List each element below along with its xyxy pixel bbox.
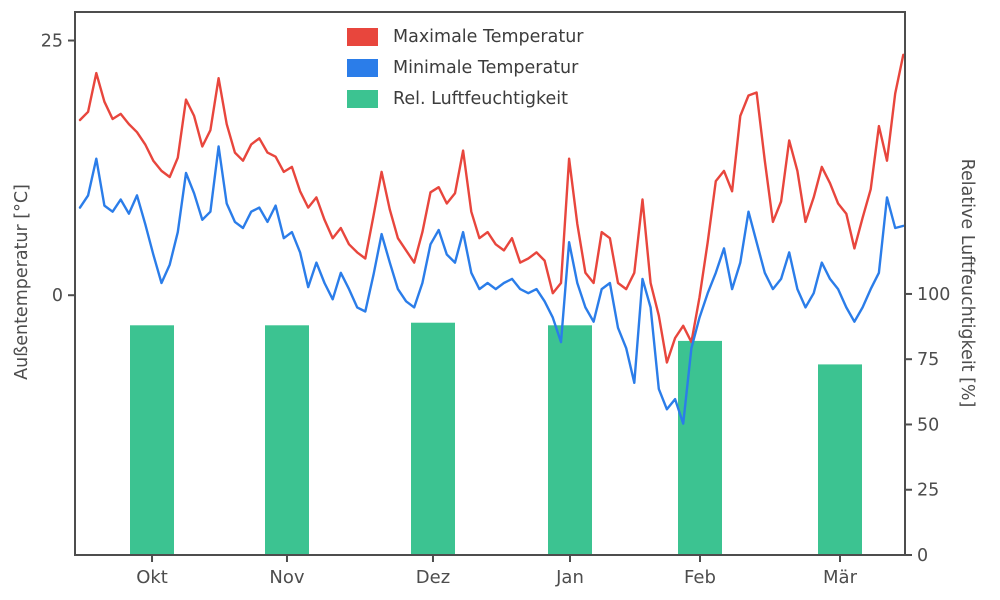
- max-temp-line: [78, 53, 905, 364]
- legend: Maximale Temperatur Minimale Temperatur …: [337, 22, 594, 114]
- x-tick-label: Dez: [416, 567, 450, 588]
- left-tick-label: 25: [41, 32, 63, 52]
- x-tick-label: Okt: [136, 567, 168, 588]
- x-tick-label: Jan: [555, 567, 584, 588]
- humidity-bar: [130, 325, 174, 555]
- humidity-bar: [818, 364, 862, 555]
- humidity-bar: [678, 340, 722, 555]
- x-tick-label: Mär: [823, 567, 858, 588]
- legend-label-max-temp: Maximale Temperatur: [393, 27, 584, 47]
- legend-item-humidity: Rel. Luftfeuchtigkeit: [347, 89, 583, 109]
- right-tick-label: 50: [917, 415, 939, 435]
- legend-item-min-temp: Minimale Temperatur: [347, 58, 583, 78]
- humidity-bar: [411, 322, 455, 555]
- x-tick-label: Feb: [684, 567, 716, 588]
- min-temp-line: [78, 145, 905, 425]
- right-tick-label: 0: [917, 546, 928, 566]
- left-tick-label: 0: [52, 286, 63, 306]
- legend-swatch-max-temp: [347, 28, 378, 46]
- humidity-bar: [548, 325, 592, 555]
- legend-swatch-min-temp: [347, 59, 378, 77]
- right-tick-label: 75: [917, 350, 939, 370]
- legend-swatch-humidity: [347, 90, 378, 108]
- right-tick-label: 100: [917, 285, 950, 305]
- legend-item-max-temp: Maximale Temperatur: [347, 27, 583, 47]
- plot-frame: [74, 11, 906, 556]
- humidity-bar: [265, 325, 309, 555]
- x-tick-label: Nov: [269, 567, 304, 588]
- legend-label-humidity: Rel. Luftfeuchtigkeit: [393, 89, 568, 109]
- legend-label-min-temp: Minimale Temperatur: [393, 58, 579, 78]
- right-tick-label: 25: [917, 481, 939, 501]
